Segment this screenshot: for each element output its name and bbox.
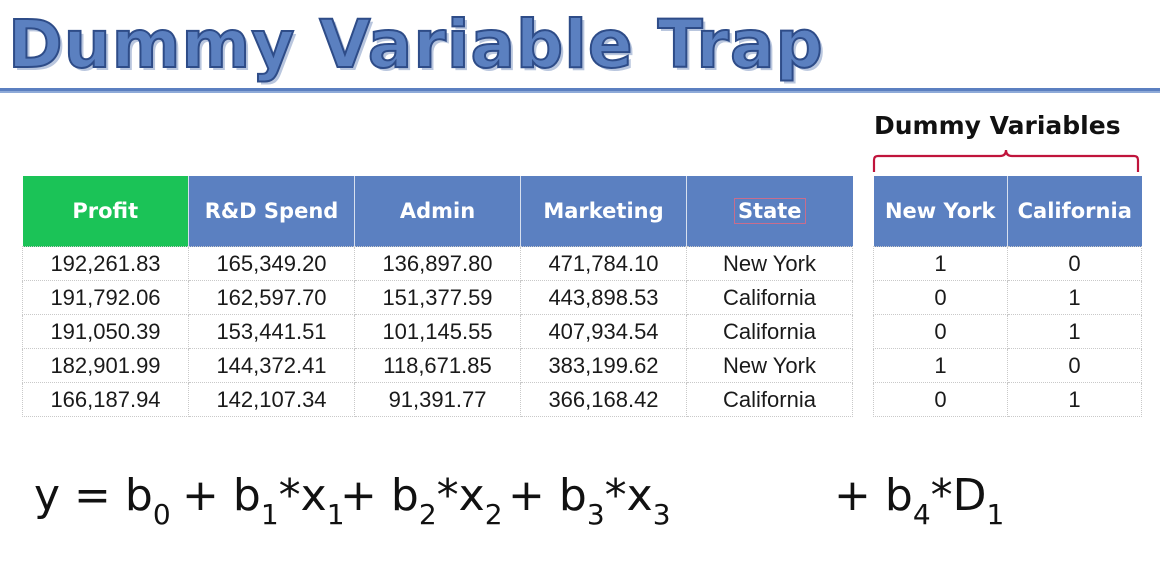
table-cell: 1 (1007, 314, 1142, 349)
table-row: 182,901.99 144,372.41 118,671.85 383,199… (22, 348, 853, 383)
header-admin: Admin (354, 176, 521, 247)
dummy-header-row: New York California (873, 176, 1142, 247)
dummy-variables-label: Dummy Variables (874, 111, 1121, 140)
table-row: 1 0 (873, 348, 1142, 383)
dummy-table: New York California 1 0 0 1 0 1 1 0 0 1 (873, 176, 1142, 417)
equation-term-2: + b2*x2 (340, 470, 503, 531)
equation-term-dummy: + b4*D1 (834, 470, 1005, 531)
table-cell: 118,671.85 (354, 348, 521, 383)
table-cell: 101,145.55 (354, 314, 521, 349)
header-new-york: New York (873, 176, 1008, 247)
table-cell: 191,050.39 (22, 314, 189, 349)
table-cell: 1 (1007, 280, 1142, 315)
table-cell: 191,792.06 (22, 280, 189, 315)
regression-equation: y = b0 + b1*x1 + b2*x2 + b3*x3 + b4*D1 (34, 470, 1034, 540)
table-cell: 0 (873, 280, 1008, 315)
equation-term-3: + b3*x3 (508, 470, 671, 531)
table-cell: 192,261.83 (22, 246, 189, 281)
header-state: State (686, 176, 853, 247)
table-cell: 162,597.70 (188, 280, 355, 315)
table-cell: New York (686, 348, 853, 383)
table-cell: 0 (873, 382, 1008, 417)
table-row: 192,261.83 165,349.20 136,897.80 471,784… (22, 246, 853, 281)
table-cell: 443,898.53 (520, 280, 687, 315)
header-california: California (1007, 176, 1142, 247)
table-row: 191,792.06 162,597.70 151,377.59 443,898… (22, 280, 853, 315)
table-cell: 366,168.42 (520, 382, 687, 417)
header-marketing: Marketing (520, 176, 687, 247)
data-table: Profit R&D Spend Admin Marketing State 1… (22, 176, 853, 417)
table-header-row: Profit R&D Spend Admin Marketing State (22, 176, 853, 247)
table-row: 0 1 (873, 280, 1142, 315)
table-cell: 0 (1007, 246, 1142, 281)
table-row: 0 1 (873, 382, 1142, 417)
table-cell: California (686, 280, 853, 315)
table-cell: 0 (1007, 348, 1142, 383)
equation-lhs: y = b0 (34, 470, 171, 531)
table-cell: 166,187.94 (22, 382, 189, 417)
table-row: 0 1 (873, 314, 1142, 349)
table-cell: 144,372.41 (188, 348, 355, 383)
table-row: 1 0 (873, 246, 1142, 281)
table-cell: 153,441.51 (188, 314, 355, 349)
table-cell: 1 (1007, 382, 1142, 417)
slide-title: Dummy Variable Trap (7, 5, 824, 84)
table-row: 191,050.39 153,441.51 101,145.55 407,934… (22, 314, 853, 349)
table-cell: 91,391.77 (354, 382, 521, 417)
table-cell: 471,784.10 (520, 246, 687, 281)
table-cell: 151,377.59 (354, 280, 521, 315)
table-cell: 142,107.34 (188, 382, 355, 417)
equation-term-1: + b1*x1 (182, 470, 345, 531)
header-state-label: State (733, 198, 806, 224)
table-cell: 407,934.54 (520, 314, 687, 349)
header-rd-spend: R&D Spend (188, 176, 355, 247)
table-cell: New York (686, 246, 853, 281)
table-cell: 1 (873, 246, 1008, 281)
table-cell: 182,901.99 (22, 348, 189, 383)
table-cell: 1 (873, 348, 1008, 383)
title-divider (0, 88, 1160, 93)
table-cell: 0 (873, 314, 1008, 349)
table-cell: 136,897.80 (354, 246, 521, 281)
table-row: 166,187.94 142,107.34 91,391.77 366,168.… (22, 382, 853, 417)
table-cell: California (686, 382, 853, 417)
table-cell: 383,199.62 (520, 348, 687, 383)
curly-bracket-icon (872, 149, 1140, 172)
header-profit: Profit (22, 176, 189, 247)
table-cell: California (686, 314, 853, 349)
table-cell: 165,349.20 (188, 246, 355, 281)
